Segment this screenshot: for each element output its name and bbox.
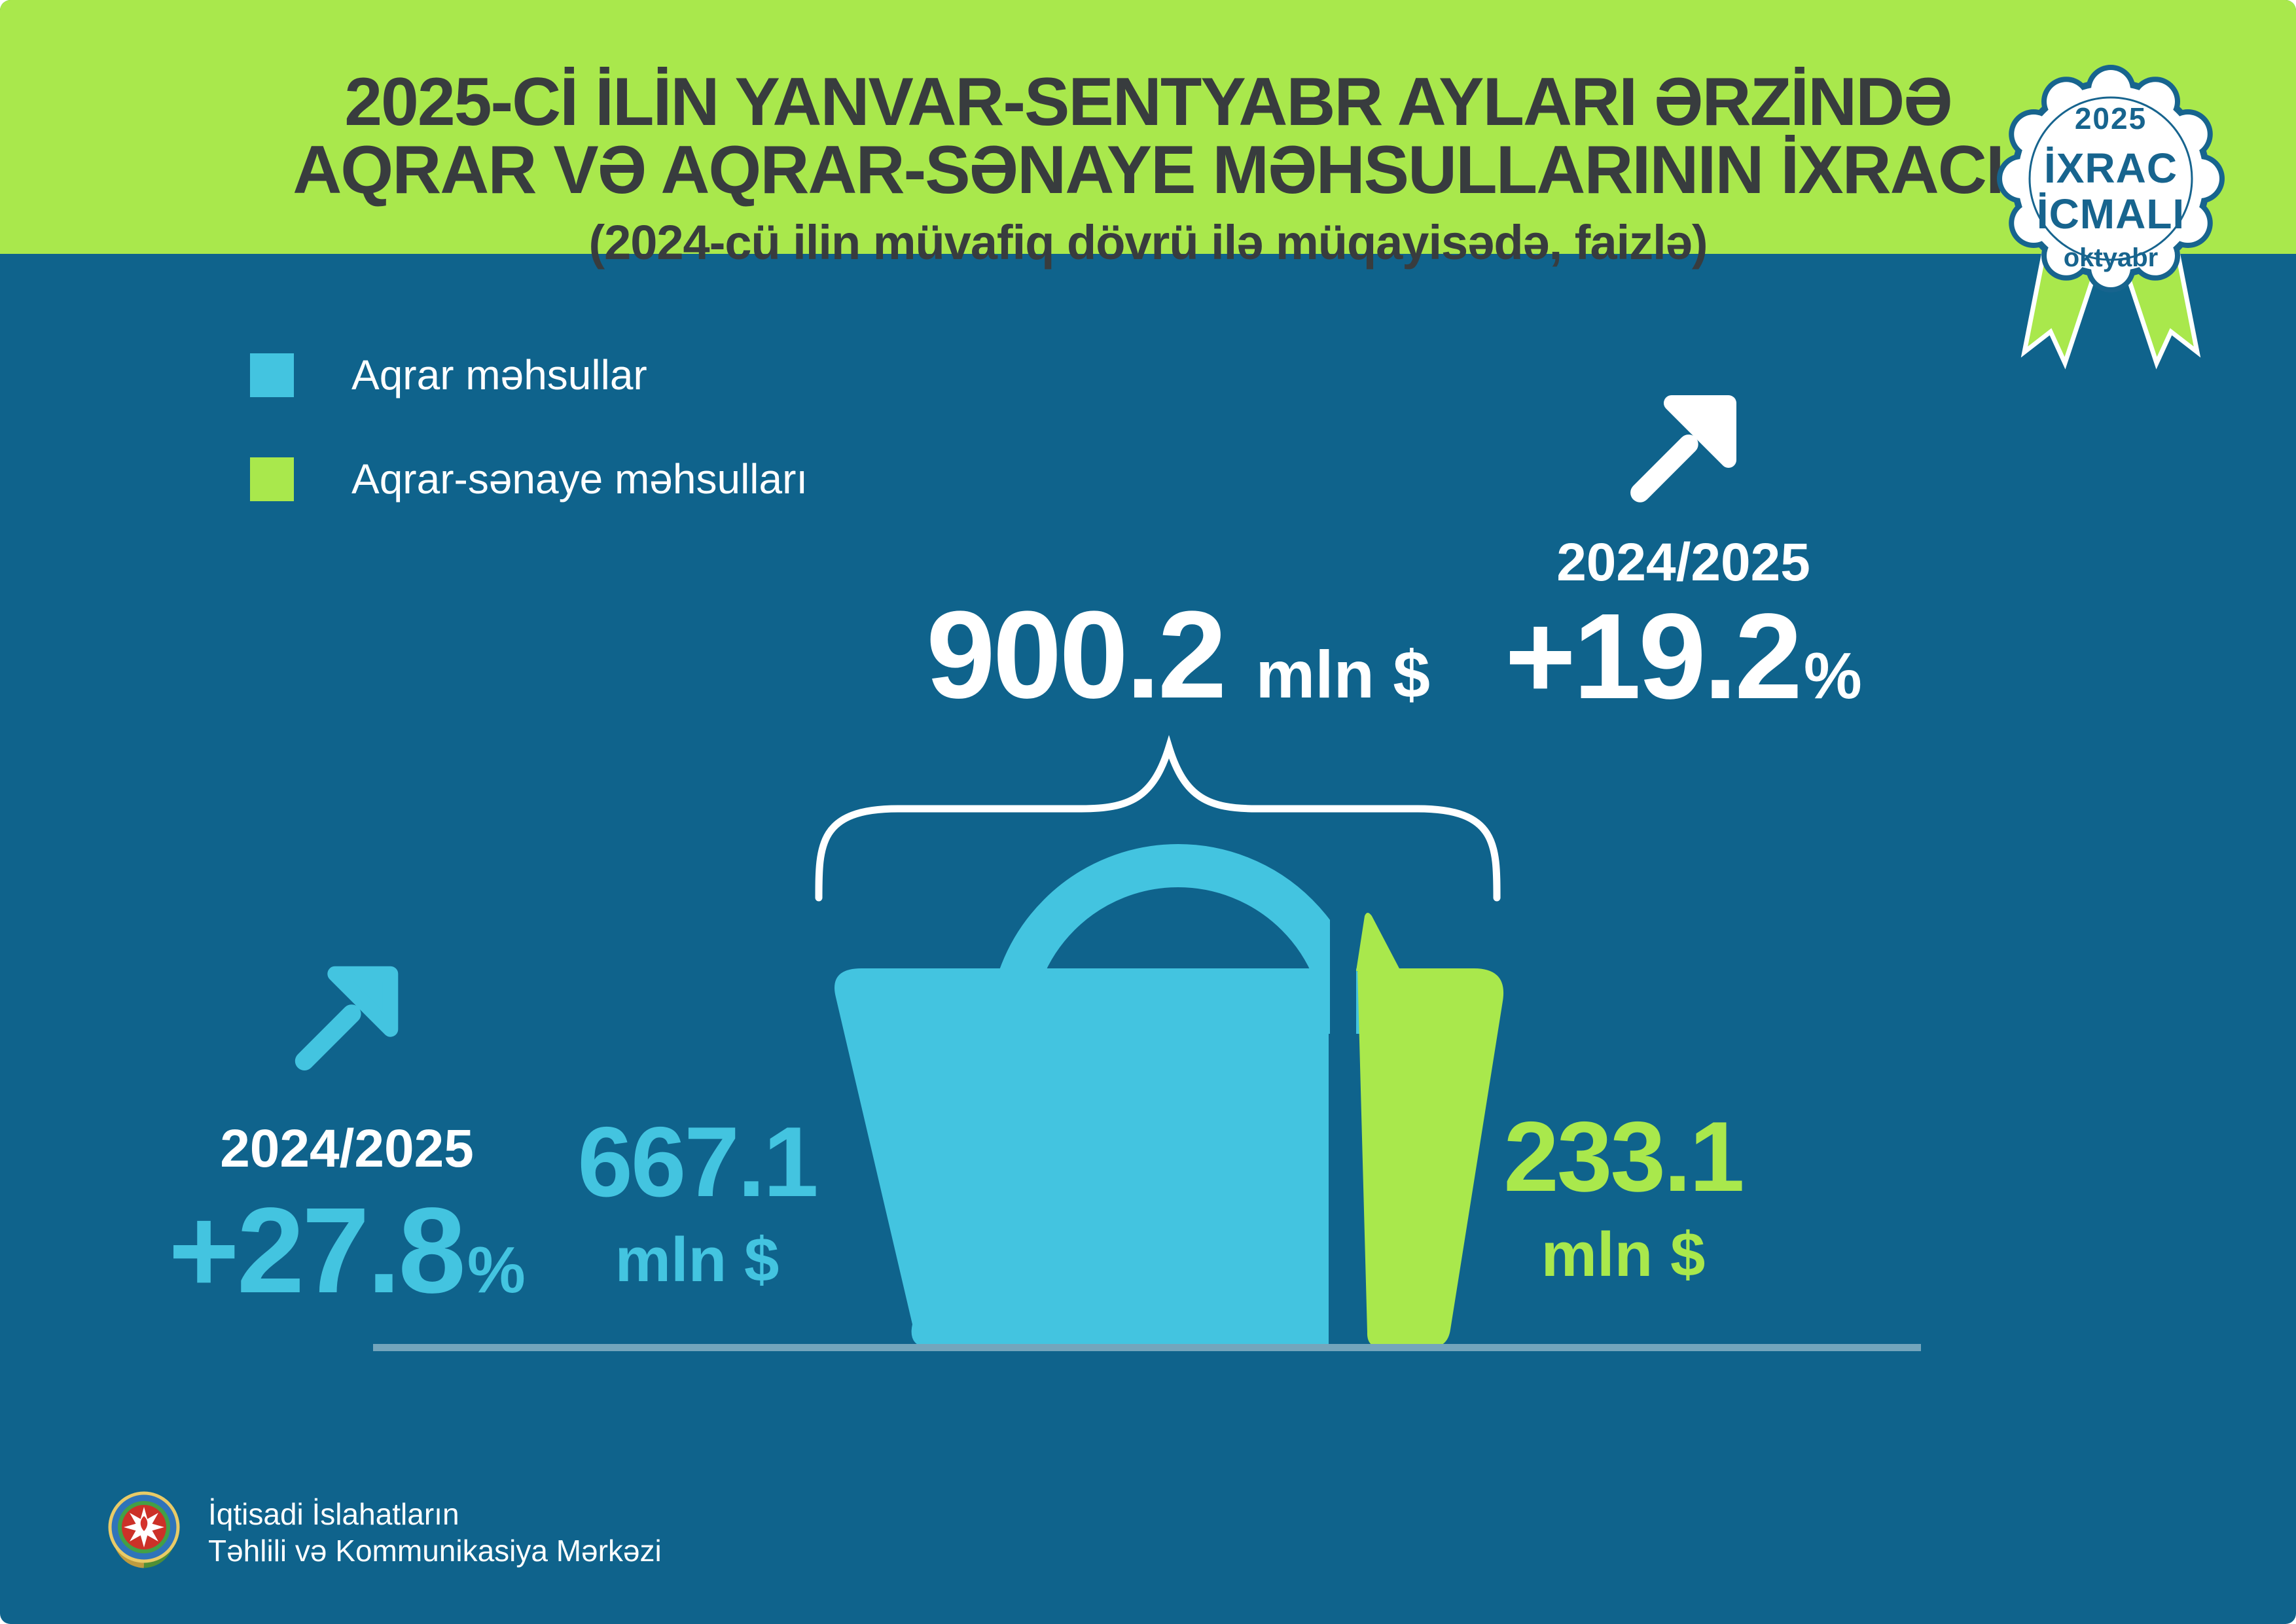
footer-org-line-2: Təhlili və Kommunikasiya Mərkəzi [208,1534,662,1568]
basket-segment-divider [1330,831,1356,1351]
senaye-value: 233.1 [1503,1101,1744,1212]
agrar-unit: mln $ [615,1225,780,1295]
agrar-growth-stat: 2024/2025 +27.8% [85,959,609,1312]
legend-swatch-agrar [250,353,294,397]
agrar-change: +27.8% [85,1190,609,1312]
senaye-unit: mln $ [1541,1220,1706,1290]
footer-org-line-1: İqtisadi İslahatların [208,1496,459,1531]
header-band: 2025-Cİ İLİN YANVAR-SENTYABR AYLARI ƏRZİ… [0,0,2296,270]
agrar-change-percent-sign: % [467,1233,526,1307]
badge-title-line-1: İXRAC [2044,145,2178,192]
badge-title-line-2: İCMALI [2037,190,2185,238]
total-change-percent-sign: % [1803,639,1862,713]
badge-rosette-icon [1997,65,2225,292]
state-emblem-icon [108,1491,180,1568]
legend: Aqrar məhsullar Aqrar-sənaye məhsulları [250,351,808,559]
agrar-change-value: +27.8 [168,1183,466,1318]
growth-arrow-up-right-icon-cyan [295,966,399,1070]
title-line-1: 2025-Cİ İLİN YANVAR-SENTYABR AYLARI ƏRZİ… [344,64,1953,140]
total-unit: mln $ [1255,637,1430,712]
legend-item-agrar: Aqrar məhsullar [250,351,808,399]
footer: İqtisadi İslahatların Təhlili və Kommuni… [105,1480,662,1585]
basket-handle [988,844,1368,1034]
export-review-badge: 2025 İXRAC İCMALI oktyabr [1997,65,2225,370]
legend-swatch-senaye [250,457,294,501]
subtitle: (2024-cü ilin müvafiq dövrü ilə müqayisə… [588,215,1708,270]
baseline [373,1344,1921,1351]
title-line-2: AQRAR VƏ AQRAR-SƏNAYE MƏHSULLARININ İXRA… [293,132,2005,208]
agrar-value-block: 667.1 mln $ [497,1112,897,1292]
total-value-row: 900.2 mln $ [753,593,1604,717]
senaye-value-block: 233.1 mln $ [1427,1107,1820,1286]
legend-label-agrar: Aqrar məhsullar [351,351,647,398]
legend-label-senaye: Aqrar-sənaye məhsulları [351,455,808,503]
badge-year: 2025 [2075,101,2147,135]
footer-org-name: İqtisadi İslahatların Təhlili və Kommuni… [208,1496,662,1569]
basket-agrar-segment [834,968,1329,1348]
total-brace [815,735,1501,902]
total-value: 900.2 [926,586,1227,724]
total-period: 2024/2025 [1556,533,1810,592]
legend-item-senaye: Aqrar-sənaye məhsulları [250,455,808,503]
agrar-value: 667.1 [577,1106,818,1218]
growth-arrow-up-right-icon-white [1630,395,1736,503]
agrar-period: 2024/2025 [220,1119,474,1178]
total-growth-stat: 2024/2025 +19.2% [1422,368,1945,718]
badge-month: oktyabr [2064,243,2159,272]
basket-senaye-segment [1357,968,1504,1348]
basket-senaye-handle-tip [1356,913,1401,971]
total-change: +19.2% [1422,596,1945,718]
total-change-value: +19.2 [1505,589,1803,724]
